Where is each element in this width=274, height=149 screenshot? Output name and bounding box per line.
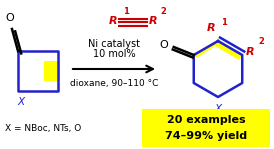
Text: Ni catalyst: Ni catalyst bbox=[88, 39, 140, 49]
Text: R: R bbox=[149, 16, 158, 26]
Text: 1: 1 bbox=[221, 18, 227, 27]
Text: X = NBoc, NTs, O: X = NBoc, NTs, O bbox=[5, 125, 81, 134]
Text: 20 examples: 20 examples bbox=[167, 115, 245, 125]
Text: R: R bbox=[206, 23, 215, 33]
Text: R: R bbox=[109, 16, 117, 26]
Polygon shape bbox=[44, 61, 60, 81]
Text: 2: 2 bbox=[160, 7, 166, 16]
Text: O: O bbox=[159, 40, 168, 50]
Text: R: R bbox=[246, 47, 255, 57]
Text: X: X bbox=[18, 97, 25, 107]
Text: 2: 2 bbox=[258, 37, 264, 46]
Text: X: X bbox=[215, 104, 222, 114]
Text: O: O bbox=[6, 13, 14, 23]
Text: 10 mol%: 10 mol% bbox=[93, 49, 135, 59]
Polygon shape bbox=[194, 41, 242, 60]
Text: dioxane, 90–110 °C: dioxane, 90–110 °C bbox=[70, 79, 158, 88]
Bar bbox=[142, 109, 270, 147]
Text: 1: 1 bbox=[123, 7, 129, 16]
Text: 74–99% yield: 74–99% yield bbox=[165, 131, 247, 141]
